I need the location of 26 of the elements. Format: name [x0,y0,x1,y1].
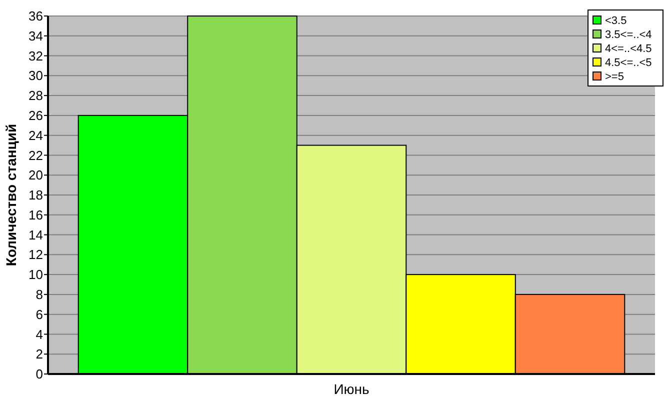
y-tick-label: 8 [36,286,43,302]
y-tick-label: 30 [28,68,43,84]
y-tick-label: 24 [28,128,43,143]
legend-label: <3.5 [605,14,627,27]
y-tick-label: 14 [28,227,43,242]
y-tick-label: 12 [28,247,43,262]
y-tick-label: 28 [28,88,43,104]
y-tick-label: 26 [28,108,43,123]
y-tick-label: 4 [36,326,43,342]
y-tick-label: 36 [28,8,43,24]
y-tick-label: 6 [36,306,43,322]
y-tick-label: 2 [36,346,43,362]
y-tick-label: 20 [28,168,43,183]
y-tick-label: 16 [28,207,43,222]
legend-label: >=5 [605,70,624,83]
y-axis-title: Количество станций [3,124,19,266]
legend-label: 3.5<=..<4 [605,28,652,41]
x-tick-label: Июнь [334,381,370,397]
legend-label: 4<=..<4.5 [605,42,652,55]
y-tick-label: 10 [28,267,43,282]
legend-label: 4.5<=..<5 [605,56,652,69]
y-tick-label: 18 [28,188,43,203]
y-tick-label: 22 [28,148,43,163]
y-tick-label: 34 [28,28,43,44]
y-tick-label: 0 [36,366,43,382]
y-tick-label: 32 [28,48,43,64]
